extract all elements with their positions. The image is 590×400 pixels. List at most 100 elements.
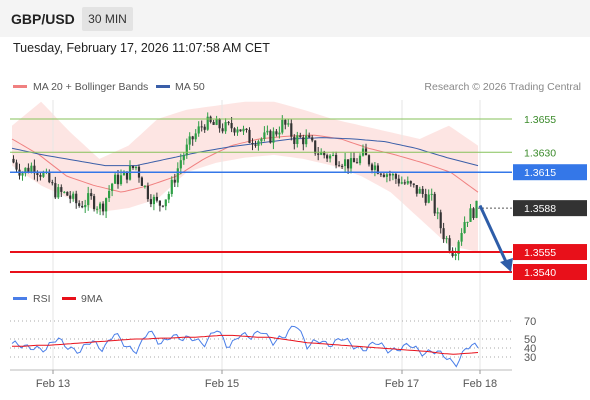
candle-body [430,193,433,195]
candle-body [96,208,99,210]
candle-body [382,174,385,177]
candle-body [108,190,111,199]
rsi-tick-label: 50 [524,334,536,346]
candle-body [323,151,326,156]
candle-body [224,122,227,132]
candle-body [197,126,200,134]
candle-body [236,129,239,133]
level-1-3655-label: 1.3655 [524,114,556,126]
candle-body [155,196,158,201]
candle-body [406,181,409,184]
candle-body [379,173,382,175]
x-tick-label: Feb 13 [36,378,70,390]
candle-body [454,254,457,256]
candle-body [99,203,102,209]
candle-body [164,199,167,207]
x-tick-label: Feb 17 [385,378,419,390]
candle-body [332,154,335,156]
rsi-line [11,325,479,368]
candle-body [457,241,460,254]
candle-body [248,129,251,143]
candle-body [278,132,281,135]
timeframe-badge[interactable]: 30 MIN [82,7,133,31]
x-axis-ticks: Feb 13 Feb 15 Feb 17 Feb 18 [36,370,497,390]
candle-body [158,200,161,206]
candle-body [182,155,185,161]
level-1-3615-label: 1.3615 [524,167,556,179]
candle-body [412,183,415,185]
candle-body [335,154,338,166]
candle-body [203,126,206,130]
credit-text: Research © 2026 Trading Central [424,81,581,93]
level-1-3615-tag [513,164,587,181]
candle-body [305,135,308,145]
candle-body [188,136,191,145]
candle-body [311,137,314,141]
ma50-legend-label: MA 50 [175,81,205,93]
candle-body [206,116,209,130]
candle-body [66,191,69,196]
candle-body [63,191,66,193]
candle-body [275,131,278,135]
candle-body [57,187,60,198]
candle-body [185,144,188,156]
candle-body [12,158,15,163]
projection-layer [478,204,513,272]
candle-body [93,196,96,210]
candle-body [439,212,442,229]
candle-body [326,155,329,159]
ma20-line [11,134,479,193]
candle-body [27,167,30,173]
rsi-legend-swatch [13,297,27,300]
candle-body [302,137,305,145]
projection-arrow-head [500,258,513,272]
candle-body [72,193,75,199]
candle-body [179,160,182,169]
candle-body [75,193,78,204]
candle-body [463,222,466,233]
candle-body [314,140,317,154]
candle-body [194,133,197,140]
candle-body [105,198,108,212]
level-1-3555-tag [513,244,587,261]
candle-body [352,158,356,163]
candle-body [134,166,138,169]
candle-body [266,130,269,133]
rsi-ma-line [12,334,479,355]
symbol-title[interactable]: GBP/USD [11,11,75,27]
candle-body [272,131,275,143]
candle-body [60,187,63,192]
candle-body [54,183,57,198]
candle-body [287,123,290,125]
candle-body [149,199,152,205]
candle-body [260,138,263,142]
candle-body [176,168,179,183]
candle-body [81,205,84,208]
candle-body [367,155,371,165]
candle-body [403,182,406,184]
candle-body [30,165,33,173]
candle-body [140,177,143,186]
levels-layer: 1.3655 1.3630 1.3615 1.3588 1.3555 1.3540 [10,114,587,280]
candle-body [341,165,344,167]
candle-body [200,126,203,128]
candle-body [215,119,218,125]
candle-body [320,151,323,155]
candle-body [21,173,24,176]
level-1-3555-label: 1.3555 [524,247,556,259]
candle-body [230,123,233,129]
candle-body [245,128,248,130]
candle-body [472,208,475,218]
candle-body [358,155,362,164]
candle-body [191,136,194,140]
candle-body [424,194,427,203]
candle-body [293,136,296,144]
rsi-ma-legend-label: 9MA [81,293,103,305]
candle-body [51,182,54,184]
rsi-tick-label: 40 [524,343,536,355]
level-1-3540-tag [513,264,587,280]
candle-body [111,183,114,191]
candle-body [442,228,445,240]
candle-body [427,194,430,203]
